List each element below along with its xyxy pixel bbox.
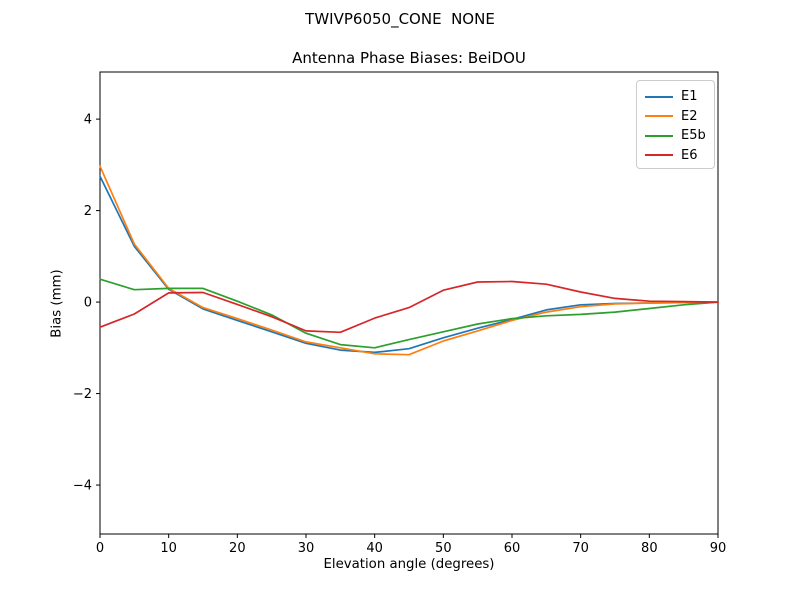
legend-swatch-e2 (645, 115, 673, 118)
legend-label-e1: E1 (681, 89, 698, 105)
legend-item-e2: E2 (645, 107, 714, 127)
x-tick-label: 30 (298, 541, 315, 556)
y-tick-label: −4 (73, 479, 92, 494)
series-line-e5b (99, 278, 719, 349)
x-tick-label: 10 (160, 541, 177, 556)
y-tick-label: 4 (84, 113, 92, 128)
legend-label-e6: E6 (681, 147, 698, 163)
plot-title: Antenna Phase Biases: BeiDOU (292, 49, 526, 67)
x-tick-label: 60 (504, 541, 521, 556)
x-tick-label: 70 (572, 541, 589, 556)
legend-swatch-e1 (645, 95, 673, 98)
y-tick-label: 0 (84, 296, 92, 311)
legend-swatch-e6 (645, 154, 673, 157)
axes-frame (99, 71, 719, 535)
x-tick-label: 50 (435, 541, 452, 556)
figure-suptitle: TWIVP6050_CONE NONE (305, 10, 495, 28)
legend: E1 E2 E5b E6 (636, 80, 715, 169)
series-line-e6 (99, 280, 719, 334)
legend-swatch-e5b (645, 134, 673, 137)
series-line-e1 (99, 175, 719, 354)
y-tick-label: 2 (84, 204, 92, 219)
y-axis-label: Bias (mm) (49, 269, 65, 338)
legend-label-e2: E2 (681, 108, 698, 124)
x-axis-label: Elevation angle (degrees) (323, 557, 495, 572)
x-tick-label: 20 (229, 541, 246, 556)
y-tick-label: −2 (73, 387, 92, 402)
x-tick-label: 0 (96, 541, 104, 556)
legend-label-e5b: E5b (681, 128, 706, 144)
legend-item-e6: E6 (645, 146, 714, 166)
legend-item-e1: E1 (645, 87, 714, 107)
x-tick-label: 80 (641, 541, 658, 556)
x-tick-label: 40 (366, 541, 383, 556)
x-tick-label: 90 (710, 541, 727, 556)
series-line-e2 (99, 165, 719, 356)
legend-item-e5b: E5b (645, 126, 714, 146)
